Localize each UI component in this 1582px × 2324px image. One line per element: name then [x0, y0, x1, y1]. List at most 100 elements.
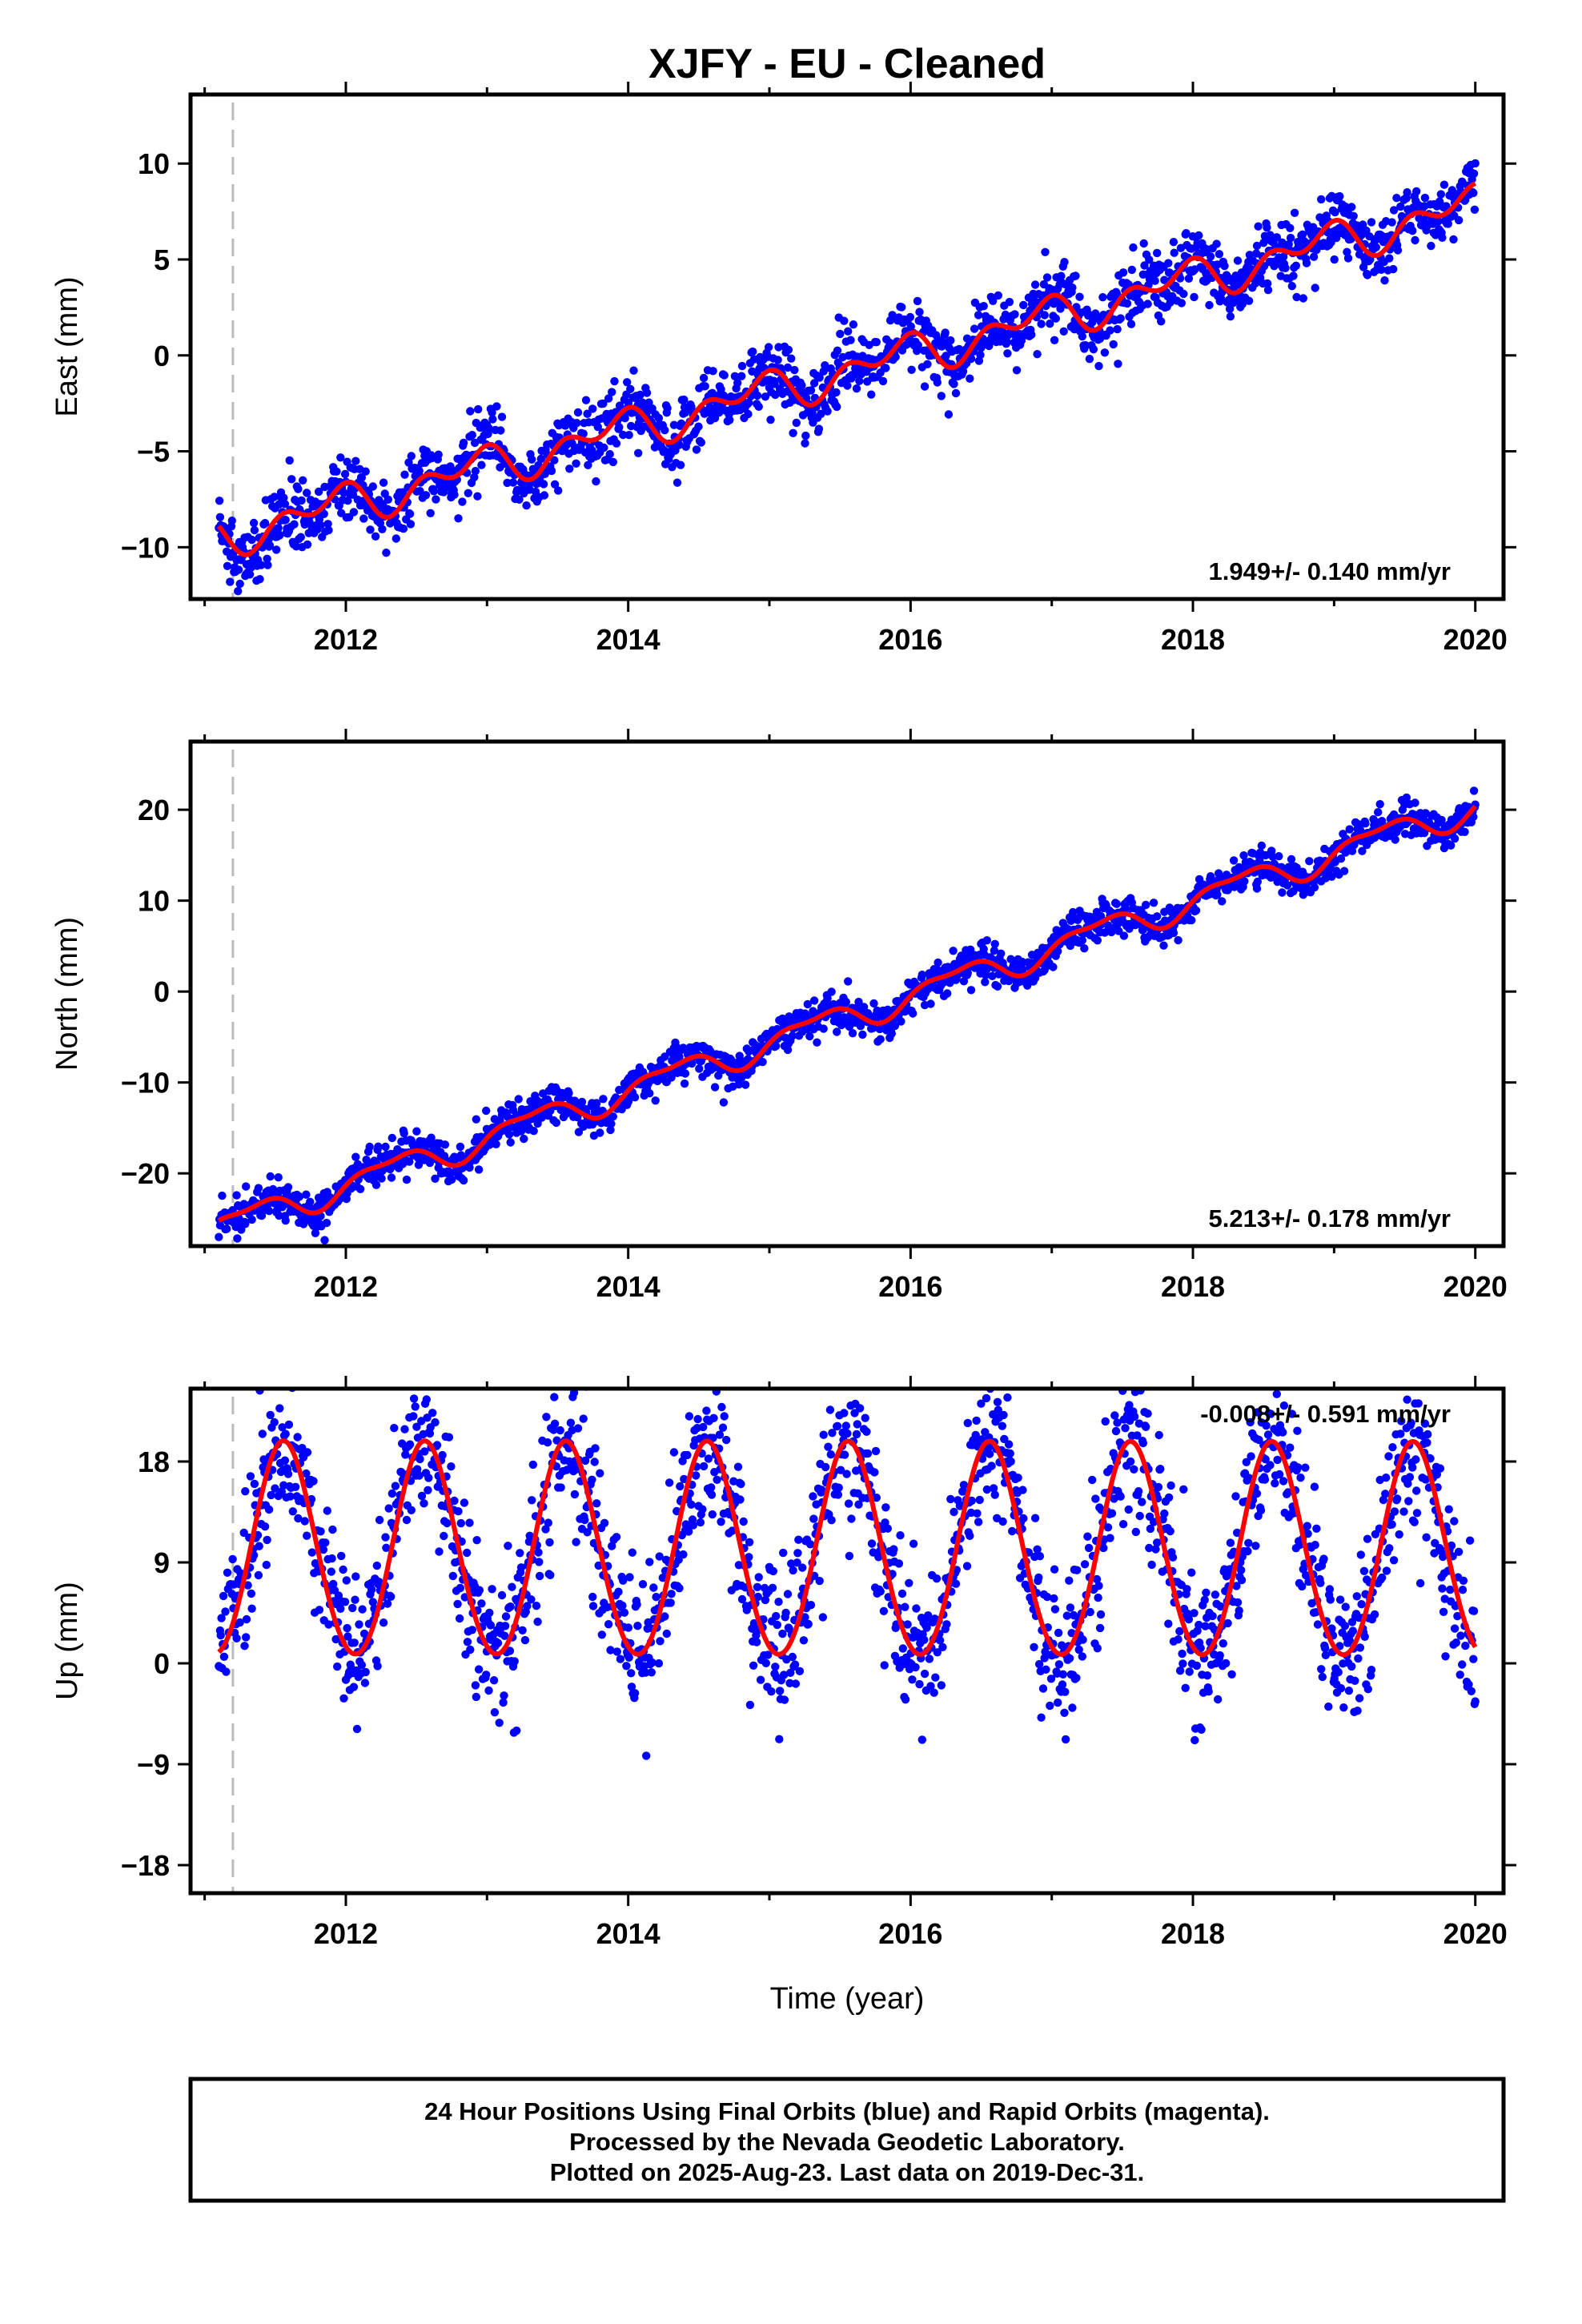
data-point [861, 1413, 869, 1422]
data-point [223, 1568, 232, 1578]
data-point [1006, 1449, 1014, 1458]
data-point [804, 1619, 813, 1629]
data-point [610, 376, 619, 386]
y-tick-label: 10 [138, 885, 170, 918]
data-point [339, 1565, 347, 1574]
data-point [749, 347, 757, 356]
data-point [382, 549, 391, 557]
data-point [1071, 271, 1080, 280]
data-point [999, 1410, 1008, 1420]
data-point [1106, 1534, 1114, 1542]
data-point [618, 1601, 627, 1610]
data-point [753, 1638, 761, 1647]
data-point [357, 1660, 366, 1670]
data-point [1349, 211, 1358, 220]
data-point [1065, 1576, 1074, 1585]
data-point [698, 1505, 707, 1514]
data-point [1100, 348, 1110, 357]
data-point [1010, 310, 1019, 319]
data-point [1046, 320, 1054, 328]
data-point [339, 1694, 348, 1703]
data-point [920, 1669, 930, 1679]
data-point [1075, 292, 1084, 301]
data-point [1083, 1532, 1092, 1541]
data-point [780, 1695, 789, 1704]
data-point [371, 532, 380, 541]
data-point [535, 1558, 544, 1566]
data-point [387, 1173, 396, 1182]
data-point [361, 1667, 370, 1677]
data-point [1278, 238, 1287, 247]
data-point [245, 570, 255, 579]
data-point [905, 312, 915, 322]
data-point [1427, 241, 1435, 251]
data-point [588, 404, 597, 413]
data-point [737, 1479, 745, 1489]
data-point [242, 1182, 251, 1191]
data-point [1088, 1475, 1097, 1485]
data-point [286, 1492, 295, 1501]
data-point [306, 1197, 315, 1207]
data-point [264, 1505, 274, 1514]
data-point [942, 1620, 951, 1629]
data-point [620, 414, 629, 423]
data-point [667, 1073, 676, 1082]
data-point [604, 1620, 613, 1629]
data-point [841, 998, 851, 1007]
data-point [906, 322, 916, 331]
data-point [1127, 1371, 1135, 1379]
data-point [1050, 1565, 1059, 1574]
data-point [963, 968, 973, 978]
data-point [351, 1572, 360, 1581]
y-tick-label: −10 [121, 1067, 170, 1100]
data-point [784, 345, 793, 354]
data-point [357, 473, 366, 482]
data-point [1118, 268, 1128, 277]
data-point [233, 1234, 242, 1243]
data-point [823, 994, 832, 1003]
data-point [1335, 191, 1344, 201]
data-point [435, 1547, 444, 1556]
data-point [351, 1595, 359, 1604]
data-point [806, 386, 816, 395]
data-point [464, 489, 472, 497]
data-point [270, 1417, 279, 1427]
data-point [584, 460, 592, 469]
data-point [704, 1454, 713, 1463]
data-point [951, 388, 961, 398]
data-point [934, 958, 942, 967]
data-point [247, 1604, 256, 1613]
data-point [898, 1644, 908, 1653]
data-point [1177, 299, 1186, 308]
data-point [424, 1474, 433, 1482]
data-point [745, 1700, 755, 1710]
data-point [391, 534, 400, 543]
data-point [985, 1449, 994, 1458]
data-point [246, 1472, 255, 1481]
data-point [1233, 256, 1243, 265]
data-point [506, 1138, 515, 1147]
data-point [988, 971, 997, 981]
data-point [1385, 254, 1394, 263]
data-point [456, 1518, 465, 1528]
data-point [1275, 852, 1283, 861]
data-point [604, 394, 613, 403]
data-point [819, 1024, 828, 1033]
data-point [272, 545, 281, 554]
data-point [432, 495, 440, 504]
data-point [331, 1634, 340, 1644]
data-point [1143, 1409, 1152, 1418]
data-point [588, 1592, 597, 1602]
data-point [717, 1518, 725, 1526]
data-point [1134, 1487, 1143, 1496]
data-point [656, 1637, 665, 1646]
data-point [734, 1080, 744, 1089]
data-point [773, 1620, 781, 1630]
data-point [1004, 1440, 1014, 1449]
data-point [500, 1622, 510, 1630]
data-point [377, 1174, 386, 1183]
data-point [1058, 1680, 1067, 1689]
data-point [581, 396, 591, 404]
data-point [407, 1506, 416, 1515]
